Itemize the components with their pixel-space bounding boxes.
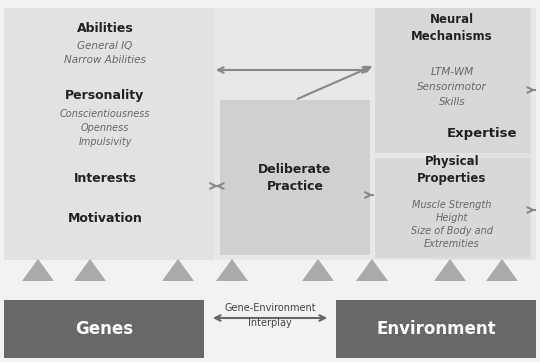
Text: Impulsivity: Impulsivity — [78, 137, 132, 147]
Polygon shape — [74, 259, 106, 281]
Text: Neural
Mechanisms: Neural Mechanisms — [411, 13, 493, 43]
Text: Muscle Strength: Muscle Strength — [413, 200, 492, 210]
Text: Personality: Personality — [65, 88, 145, 101]
Polygon shape — [216, 259, 248, 281]
Bar — [432, 8, 532, 260]
Text: Extremities: Extremities — [424, 239, 480, 249]
Text: Skills: Skills — [438, 97, 465, 107]
Text: Narrow Abilities: Narrow Abilities — [64, 55, 146, 65]
Bar — [375, 158, 530, 258]
Bar — [375, 8, 530, 153]
Bar — [4, 8, 536, 260]
Text: Openness: Openness — [81, 123, 129, 133]
Polygon shape — [162, 259, 194, 281]
Bar — [4, 8, 214, 260]
Text: Interests: Interests — [73, 172, 137, 185]
Polygon shape — [434, 259, 466, 281]
Text: LTM-WM: LTM-WM — [430, 67, 474, 77]
Text: Size of Body and: Size of Body and — [411, 226, 493, 236]
Text: Sensorimotor: Sensorimotor — [417, 82, 487, 92]
Text: Interplay: Interplay — [248, 318, 292, 328]
Text: Deliberate
Practice: Deliberate Practice — [258, 163, 332, 193]
Polygon shape — [302, 259, 334, 281]
Polygon shape — [356, 259, 388, 281]
Text: Motivation: Motivation — [68, 211, 143, 224]
Text: Physical
Properties: Physical Properties — [417, 155, 487, 185]
Text: Abilities: Abilities — [77, 21, 133, 34]
Text: Environment: Environment — [376, 320, 496, 338]
Bar — [336, 300, 536, 358]
Bar — [4, 300, 204, 358]
Text: Expertise: Expertise — [447, 127, 517, 140]
Text: Gene-Environment: Gene-Environment — [224, 303, 316, 313]
Text: Height: Height — [436, 213, 468, 223]
Polygon shape — [22, 259, 54, 281]
Polygon shape — [486, 259, 518, 281]
Text: Genes: Genes — [75, 320, 133, 338]
Text: Conscientiousness: Conscientiousness — [60, 109, 150, 119]
Bar — [220, 100, 370, 255]
Text: General IQ: General IQ — [77, 41, 133, 51]
